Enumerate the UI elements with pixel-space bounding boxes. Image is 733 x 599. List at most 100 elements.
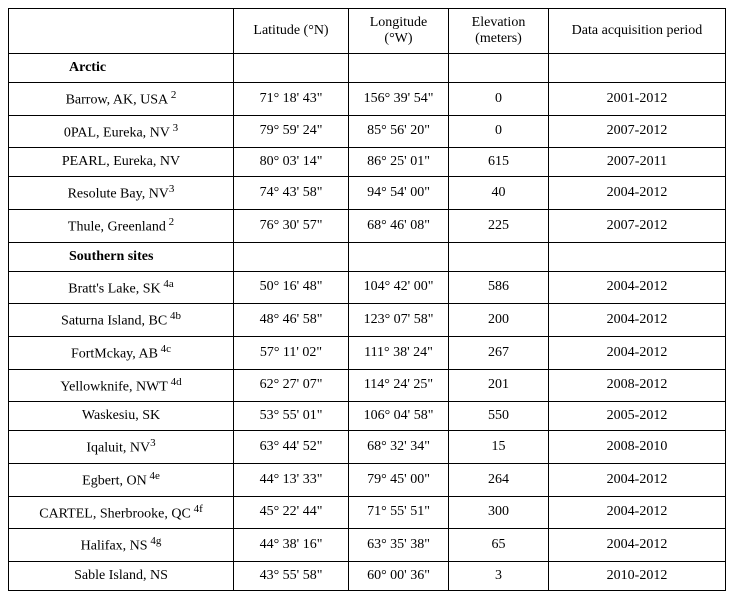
table-row: CARTEL, Sherbrooke, QC 4f45° 22' 44"71° … [9,496,726,529]
col-header-lat: Latitude (°N) [234,9,349,54]
table-row: PEARL, Eureka, NV80° 03' 14"86° 25' 01"6… [9,148,726,177]
table-row: Egbert, ON 4e44° 13' 33"79° 45' 00"26420… [9,463,726,496]
site-name: Waskesiu, SK [9,402,234,431]
empty-cell [549,54,726,83]
latitude-cell: 53° 55' 01" [234,402,349,431]
elevation-cell: 0 [449,83,549,116]
site-name: Egbert, ON 4e [9,463,234,496]
site-name: Resolute Bay, NV3 [9,177,234,210]
period-cell: 2001-2012 [549,83,726,116]
col-header-elev: Elevation (meters) [449,9,549,54]
site-name: Barrow, AK, USA 2 [9,83,234,116]
site-footnote: 3 [169,183,175,195]
site-footnote: 3 [150,437,156,449]
site-footnote: 4e [147,470,160,482]
table-row: Sable Island, NS43° 55' 58"60° 00' 36"32… [9,561,726,590]
site-name: Thule, Greenland 2 [9,209,234,242]
col-header-period: Data acquisition period [549,9,726,54]
latitude-cell: 76° 30' 57" [234,209,349,242]
latitude-cell: 48° 46' 58" [234,304,349,337]
section-row: Arctic [9,54,726,83]
longitude-cell: 68° 46' 08" [349,209,449,242]
latitude-cell: 62° 27' 07" [234,369,349,402]
table-row: Thule, Greenland 276° 30' 57"68° 46' 08"… [9,209,726,242]
site-name: Halifax, NS 4g [9,529,234,562]
site-name: CARTEL, Sherbrooke, QC 4f [9,496,234,529]
section-label: Arctic [9,54,234,83]
elevation-cell: 0 [449,115,549,148]
period-cell: 2010-2012 [549,561,726,590]
elevation-cell: 201 [449,369,549,402]
site-name: 0PAL, Eureka, NV 3 [9,115,234,148]
empty-cell [234,54,349,83]
elevation-cell: 225 [449,209,549,242]
site-footnote: 4b [167,310,181,322]
latitude-cell: 79° 59' 24" [234,115,349,148]
section-row: Southern sites [9,242,726,271]
empty-cell [549,242,726,271]
table-row: Waskesiu, SK53° 55' 01"106° 04' 58"55020… [9,402,726,431]
empty-cell [449,54,549,83]
period-cell: 2007-2012 [549,209,726,242]
elevation-cell: 550 [449,402,549,431]
longitude-cell: 114° 24' 25" [349,369,449,402]
latitude-cell: 45° 22' 44" [234,496,349,529]
latitude-cell: 44° 13' 33" [234,463,349,496]
table-row: Iqaluit, NV363° 44' 52"68° 32' 34"152008… [9,431,726,464]
longitude-cell: 86° 25' 01" [349,148,449,177]
site-footnote: 4a [161,278,174,290]
empty-cell [234,242,349,271]
period-cell: 2007-2011 [549,148,726,177]
table-row: Saturna Island, BC 4b48° 46' 58"123° 07'… [9,304,726,337]
elevation-cell: 65 [449,529,549,562]
period-cell: 2004-2012 [549,496,726,529]
table-row: Yellowknife, NWT 4d62° 27' 07"114° 24' 2… [9,369,726,402]
site-name: Saturna Island, BC 4b [9,304,234,337]
period-cell: 2008-2012 [549,369,726,402]
latitude-cell: 80° 03' 14" [234,148,349,177]
sites-table: Latitude (°N) Longitude (°W) Elevation (… [8,8,726,591]
site-footnote: 4c [158,343,171,355]
elevation-cell: 586 [449,271,549,304]
table-row: Barrow, AK, USA 271° 18' 43"156° 39' 54"… [9,83,726,116]
table-row: Resolute Bay, NV374° 43' 58"94° 54' 00"4… [9,177,726,210]
longitude-cell: 85° 56' 20" [349,115,449,148]
longitude-cell: 111° 38' 24" [349,336,449,369]
empty-cell [449,242,549,271]
site-name: PEARL, Eureka, NV [9,148,234,177]
longitude-cell: 156° 39' 54" [349,83,449,116]
longitude-cell: 68° 32' 34" [349,431,449,464]
longitude-cell: 106° 04' 58" [349,402,449,431]
table-row: Halifax, NS 4g44° 38' 16"63° 35' 38"6520… [9,529,726,562]
longitude-cell: 123° 07' 58" [349,304,449,337]
latitude-cell: 57° 11' 02" [234,336,349,369]
elevation-cell: 3 [449,561,549,590]
period-cell: 2004-2012 [549,463,726,496]
elevation-cell: 40 [449,177,549,210]
period-cell: 2004-2012 [549,529,726,562]
longitude-cell: 94° 54' 00" [349,177,449,210]
table-body: Latitude (°N) Longitude (°W) Elevation (… [9,9,726,591]
elevation-cell: 15 [449,431,549,464]
elevation-cell: 267 [449,336,549,369]
longitude-cell: 79° 45' 00" [349,463,449,496]
table-row: FortMckay, AB 4c57° 11' 02"111° 38' 24"2… [9,336,726,369]
site-name: Bratt's Lake, SK 4a [9,271,234,304]
latitude-cell: 50° 16' 48" [234,271,349,304]
site-footnote: 4d [168,376,182,388]
longitude-cell: 63° 35' 38" [349,529,449,562]
latitude-cell: 71° 18' 43" [234,83,349,116]
period-cell: 2007-2012 [549,115,726,148]
longitude-cell: 104° 42' 00" [349,271,449,304]
period-cell: 2004-2012 [549,177,726,210]
elevation-cell: 264 [449,463,549,496]
col-header-lon: Longitude (°W) [349,9,449,54]
elevation-cell: 300 [449,496,549,529]
site-name: Yellowknife, NWT 4d [9,369,234,402]
section-label: Southern sites [9,242,234,271]
site-name: Iqaluit, NV3 [9,431,234,464]
site-name: FortMckay, AB 4c [9,336,234,369]
table-header-row: Latitude (°N) Longitude (°W) Elevation (… [9,9,726,54]
latitude-cell: 74° 43' 58" [234,177,349,210]
site-footnote: 4g [148,535,162,547]
